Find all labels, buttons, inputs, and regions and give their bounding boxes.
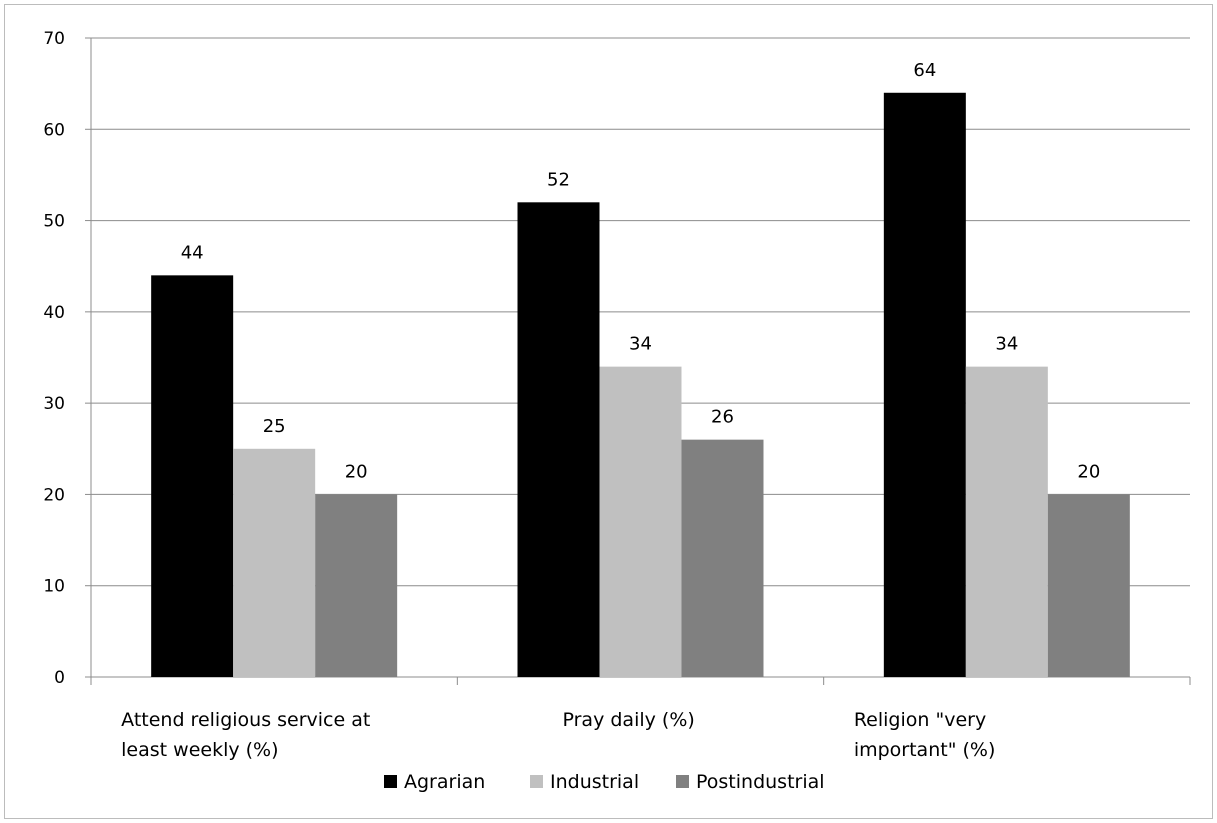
- bar-industrial-1: [599, 366, 682, 677]
- chart-frame: [4, 4, 1213, 819]
- bar-industrial-0: [233, 448, 316, 677]
- legend-label-agrarian: Agrarian: [404, 771, 485, 793]
- y-tick-label-0: 0: [54, 668, 65, 688]
- category-label-0-0: Attend religious service at: [121, 709, 370, 731]
- data-label-postindustrial-2: 20: [1077, 461, 1100, 482]
- bar-postindustrial-2: [1047, 494, 1130, 677]
- y-tick-label-30: 30: [43, 394, 65, 414]
- bar-agrarian-1: [517, 202, 600, 678]
- bar-agrarian-2: [883, 92, 966, 678]
- data-label-postindustrial-1: 26: [711, 407, 734, 428]
- bar-industrial-2: [965, 366, 1048, 677]
- data-label-agrarian-0: 44: [181, 242, 204, 263]
- y-tick-label-40: 40: [43, 303, 65, 323]
- data-label-industrial-0: 25: [263, 416, 286, 437]
- y-tick-label-10: 10: [43, 577, 65, 597]
- legend-swatch-agrarian: [384, 775, 397, 788]
- data-label-industrial-2: 34: [995, 334, 1018, 355]
- data-label-postindustrial-0: 20: [345, 461, 368, 482]
- category-label-2-1: important" (%): [854, 739, 996, 761]
- category-label-1-0: Pray daily (%): [563, 709, 695, 731]
- legend-swatch-industrial: [530, 775, 543, 788]
- y-tick-label-70: 70: [43, 29, 65, 49]
- legend-label-postindustrial: Postindustrial: [696, 771, 825, 793]
- bar-postindustrial-0: [315, 494, 398, 677]
- legend-label-industrial: Industrial: [550, 771, 639, 793]
- y-tick-label-50: 50: [43, 212, 65, 232]
- bar-agrarian-0: [151, 275, 234, 677]
- category-label-2-0: Religion "very: [854, 709, 986, 731]
- legend-swatch-postindustrial: [676, 775, 689, 788]
- data-label-agrarian-1: 52: [547, 169, 570, 190]
- data-label-agrarian-2: 64: [913, 60, 936, 81]
- bar-postindustrial-1: [681, 439, 764, 677]
- category-label-0-1: least weekly (%): [121, 739, 278, 761]
- y-tick-label-60: 60: [43, 120, 65, 140]
- data-label-industrial-1: 34: [629, 334, 652, 355]
- y-tick-label-20: 20: [43, 485, 65, 505]
